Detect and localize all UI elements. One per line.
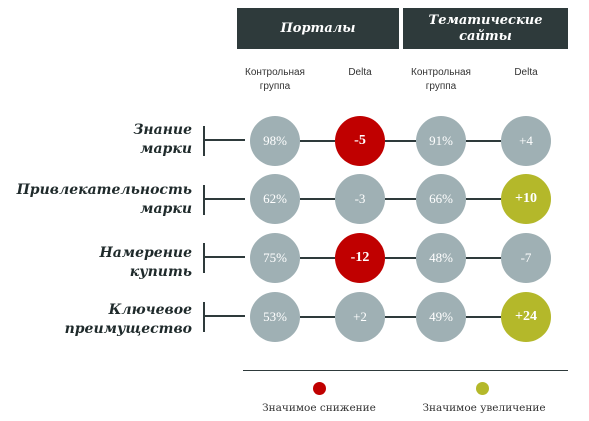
legend-divider bbox=[243, 370, 568, 371]
row-label-line2: марки bbox=[140, 201, 192, 217]
connector-line bbox=[385, 140, 416, 142]
row-label-line2: преимущество bbox=[64, 321, 192, 337]
value-circle-neutral: -7 bbox=[501, 233, 551, 283]
row-label-line2: купить bbox=[129, 264, 192, 280]
value-circle-neutral: 48% bbox=[416, 233, 466, 283]
row-label-purchase-intent: Намерение купить bbox=[0, 244, 192, 282]
legend-increase-dot bbox=[476, 382, 489, 395]
value-circle-neutral: +2 bbox=[335, 292, 385, 342]
row-label-brand-attractiveness: Привлекательность марки bbox=[0, 181, 192, 219]
value-circle-neutral: +4 bbox=[501, 116, 551, 166]
colhead-sites-control: Контрольная группа bbox=[396, 66, 486, 94]
connector-line bbox=[385, 198, 416, 200]
colhead-delta-label: Delta bbox=[514, 67, 538, 78]
connector-line bbox=[466, 140, 501, 142]
value-circle-neutral: 62% bbox=[250, 174, 300, 224]
row-label-key-advantage: Ключевое преимущество bbox=[0, 301, 192, 339]
value-circle-neutral: 98% bbox=[250, 116, 300, 166]
colhead-control-line1: Контрольная bbox=[411, 67, 471, 78]
colhead-control-line1: Контрольная bbox=[245, 67, 305, 78]
value-circle-neutral: 49% bbox=[416, 292, 466, 342]
header-thematic-sites: Тематические сайты bbox=[403, 8, 568, 49]
value-circle-decrease: -12 bbox=[335, 233, 385, 283]
legend-decrease-dot bbox=[313, 382, 326, 395]
header-portals-label: Порталы bbox=[280, 20, 356, 36]
connector-line bbox=[300, 257, 335, 259]
colhead-delta-label: Delta bbox=[348, 67, 372, 78]
row-bracket bbox=[203, 126, 245, 156]
header-sites-line1: Тематические bbox=[428, 12, 543, 28]
colhead-control-line2: группа bbox=[425, 81, 457, 92]
connector-line bbox=[385, 257, 416, 259]
row-bracket bbox=[203, 185, 245, 215]
connector-line bbox=[466, 316, 501, 318]
row-label-brand-awareness: Знание марки bbox=[0, 121, 192, 159]
value-circle-neutral: 66% bbox=[416, 174, 466, 224]
row-bracket bbox=[203, 302, 245, 332]
colhead-portals-control: Контрольная группа bbox=[230, 66, 320, 94]
row-label-line1: Ключевое bbox=[108, 302, 192, 318]
colhead-sites-delta: Delta bbox=[481, 66, 571, 80]
value-circle-neutral: 91% bbox=[416, 116, 466, 166]
connector-line bbox=[466, 198, 501, 200]
legend-decrease-label: Значимое снижение bbox=[262, 402, 376, 414]
header-sites-line2: сайты bbox=[459, 28, 512, 44]
row-label-line1: Намерение bbox=[99, 245, 192, 261]
value-circle-neutral: 53% bbox=[250, 292, 300, 342]
colhead-control-line2: группа bbox=[259, 81, 291, 92]
colhead-portals-delta: Delta bbox=[315, 66, 405, 80]
value-circle-neutral: -3 bbox=[335, 174, 385, 224]
value-circle-increase: +10 bbox=[501, 174, 551, 224]
row-label-line2: марки bbox=[140, 141, 192, 157]
value-circle-increase: +24 bbox=[501, 292, 551, 342]
row-bracket bbox=[203, 243, 245, 273]
row-label-line1: Привлекательность bbox=[16, 182, 192, 198]
legend-increase-label: Значимое увеличение bbox=[422, 402, 546, 414]
row-label-line1: Знание bbox=[133, 122, 192, 138]
value-circle-decrease: -5 bbox=[335, 116, 385, 166]
header-portals: Порталы bbox=[237, 8, 399, 49]
connector-line bbox=[300, 140, 335, 142]
connector-line bbox=[300, 198, 335, 200]
connector-line bbox=[300, 316, 335, 318]
value-circle-neutral: 75% bbox=[250, 233, 300, 283]
connector-line bbox=[466, 257, 501, 259]
header-sites-label: Тематические сайты bbox=[429, 13, 543, 45]
connector-line bbox=[385, 316, 416, 318]
